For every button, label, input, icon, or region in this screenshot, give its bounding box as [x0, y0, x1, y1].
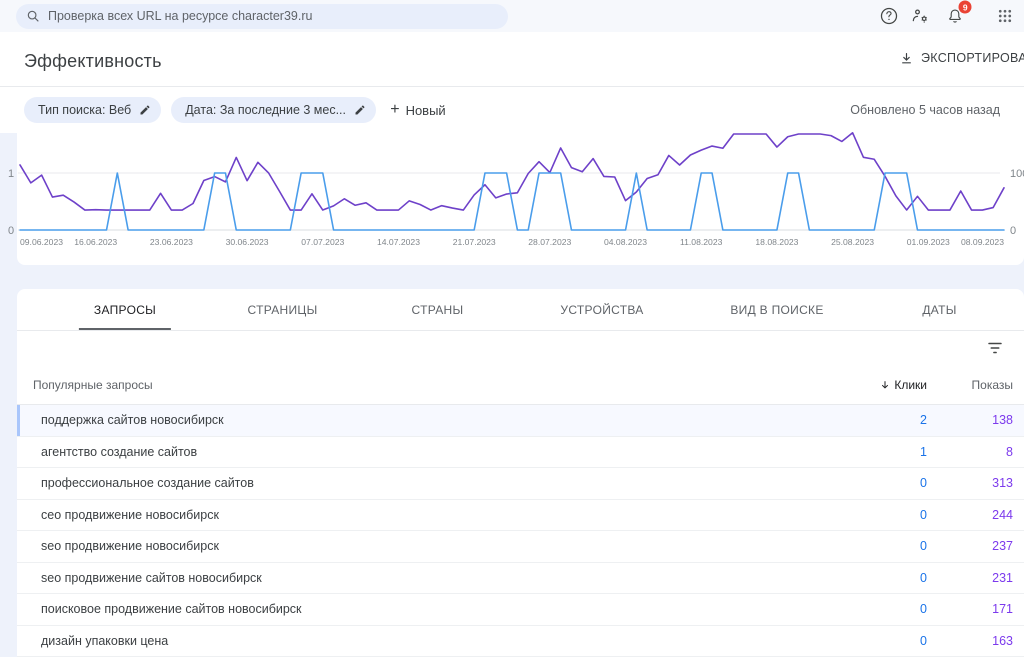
svg-text:21.07.2023: 21.07.2023	[453, 237, 496, 247]
svg-text:08.09.2023: 08.09.2023	[961, 237, 1004, 247]
svg-text:25.08.2023: 25.08.2023	[831, 237, 874, 247]
svg-text:100: 100	[1010, 168, 1024, 180]
svg-text:14.07.2023: 14.07.2023	[377, 237, 420, 247]
svg-text:07.07.2023: 07.07.2023	[301, 237, 344, 247]
svg-text:04.08.2023: 04.08.2023	[604, 237, 647, 247]
svg-text:09.06.2023: 09.06.2023	[20, 237, 63, 247]
svg-text:16.06.2023: 16.06.2023	[74, 237, 117, 247]
svg-text:0: 0	[1010, 225, 1016, 237]
svg-text:23.06.2023: 23.06.2023	[150, 237, 193, 247]
svg-text:01.09.2023: 01.09.2023	[907, 237, 950, 247]
svg-text:1: 1	[8, 168, 14, 180]
svg-text:18.08.2023: 18.08.2023	[755, 237, 798, 247]
svg-text:28.07.2023: 28.07.2023	[528, 237, 571, 247]
svg-text:0: 0	[8, 225, 14, 237]
svg-text:11.08.2023: 11.08.2023	[680, 237, 723, 247]
svg-text:30.06.2023: 30.06.2023	[226, 237, 269, 247]
